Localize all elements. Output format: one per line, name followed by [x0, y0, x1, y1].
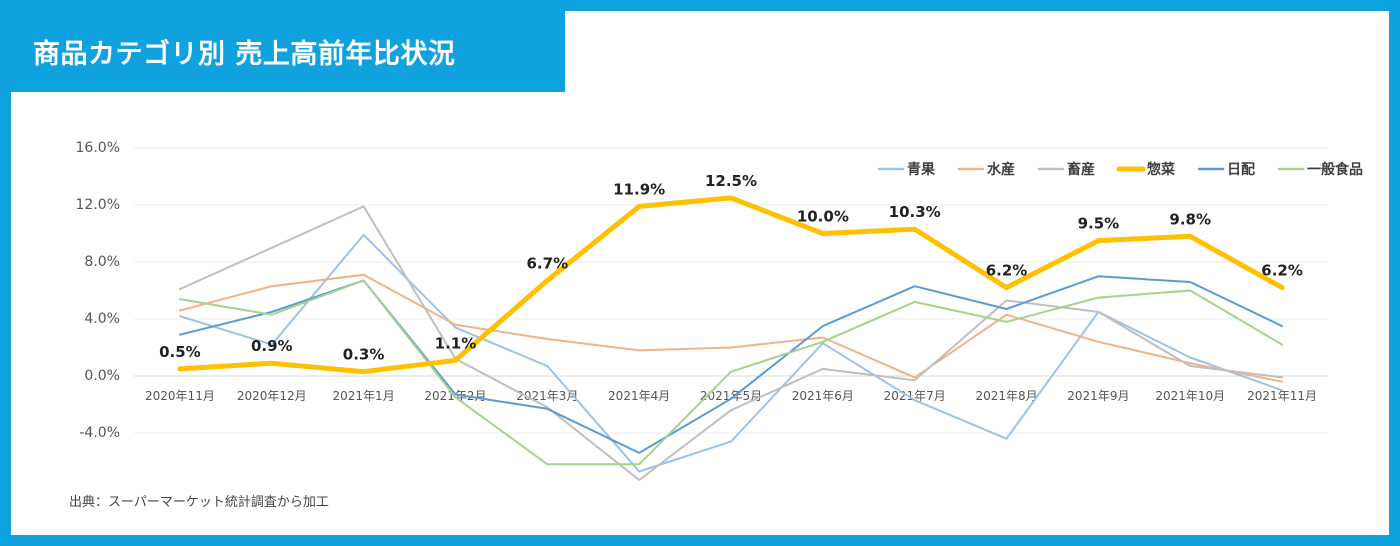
data-label: 9.8% — [1169, 210, 1211, 228]
legend-label: 畜産 — [1067, 161, 1095, 178]
legend-label: 日配 — [1227, 162, 1255, 178]
data-label: 10.3% — [889, 203, 941, 221]
line-chart: -4.0% 0.0% 4.0% 8.0% 12.0% 16.0% 2020年11月 2020年… — [76, 140, 1363, 481]
y-tick-label: 4.0% — [84, 311, 120, 327]
data-label: 0.9% — [251, 337, 293, 355]
data-label: 0.3% — [343, 346, 385, 364]
x-tick-label: 2021年7月 — [884, 389, 946, 403]
chart-frame: 商品カテゴリ別 売上高前年比状況 -4.0% 0.0% 4.0% 8.0% 12.0% 1… — [11, 11, 1389, 535]
data-label: 10.0% — [797, 208, 849, 226]
legend-label: 一般食品 — [1307, 161, 1363, 178]
y-tick-label: -4.0% — [79, 425, 120, 441]
data-label: 9.5% — [1078, 215, 1120, 233]
data-label: 12.5% — [705, 172, 757, 190]
y-tick-label: 12.0% — [76, 197, 120, 213]
x-tick-label: 2021年11月 — [1247, 389, 1317, 403]
y-tick-label: 16.0% — [76, 140, 120, 156]
x-tick-label: 2021年8月 — [975, 389, 1037, 403]
data-label: 11.9% — [613, 180, 665, 198]
y-tick-label: 0.0% — [84, 368, 120, 384]
data-label: 6.2% — [1261, 262, 1303, 280]
series-line-日配 — [178, 275, 1284, 454]
data-label: 0.5% — [159, 343, 201, 361]
x-tick-label: 2020年12月 — [237, 389, 307, 403]
x-tick-label: 2021年9月 — [1067, 389, 1129, 403]
data-label: 6.2% — [986, 262, 1028, 280]
legend-label: 水産 — [987, 161, 1015, 178]
x-tick-label: 2021年1月 — [333, 389, 395, 403]
series-line-畜産 — [178, 205, 1284, 481]
y-tick-label: 8.0% — [84, 254, 120, 270]
legend-label: 青果 — [907, 161, 936, 178]
x-tick-label: 2020年11月 — [145, 389, 215, 403]
x-tick-label: 2021年10月 — [1155, 389, 1225, 403]
x-tick-label: 2021年5月 — [700, 389, 762, 403]
series-line-一般食品 — [178, 279, 1284, 466]
data-label: 1.1% — [435, 334, 477, 352]
x-tick-label: 2021年4月 — [608, 389, 670, 403]
legend-label: 惣菜 — [1147, 161, 1176, 178]
page-title: 商品カテゴリ別 売上高前年比状況 — [33, 39, 456, 70]
source-note: 出典：スーパーマーケット統計調査から加工 — [69, 495, 329, 510]
series-line-水産 — [178, 273, 1284, 383]
title-banner: 商品カテゴリ別 売上高前年比状況 — [11, 11, 565, 92]
data-label: 6.7% — [527, 255, 569, 273]
series-line-惣菜 — [177, 195, 1285, 375]
x-tick-label: 2021年6月 — [792, 389, 854, 403]
